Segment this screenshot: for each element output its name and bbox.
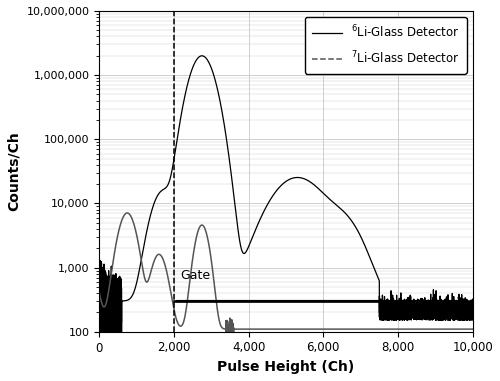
$^{6}$Li-Glass Detector <box>470 301 476 306</box>
$^{6}$Li-Glass Detector <box>96 330 102 334</box>
X-axis label: Pulse Height (Ch): Pulse Height (Ch) <box>218 360 354 374</box>
$^{6}$Li-Glass Detector <box>373 271 379 276</box>
$^{7}$Li-Glass Detector <box>470 327 476 331</box>
$^{7}$Li-Glass Detector <box>232 327 237 331</box>
Line: $^{6}$Li-Glass Detector: $^{6}$Li-Glass Detector <box>99 56 472 332</box>
$^{7}$Li-Glass Detector <box>224 330 230 334</box>
$^{7}$Li-Glass Detector <box>373 327 379 331</box>
$^{7}$Li-Glass Detector <box>393 327 399 331</box>
$^{6}$Li-Glass Detector <box>317 188 323 193</box>
Y-axis label: Counts/Ch: Counts/Ch <box>7 131 21 211</box>
$^{7}$Li-Glass Detector <box>96 290 102 295</box>
$^{6}$Li-Glass Detector <box>232 199 237 203</box>
$^{6}$Li-Glass Detector <box>115 312 121 317</box>
$^{7}$Li-Glass Detector <box>318 327 324 331</box>
$^{7}$Li-Glass Detector <box>115 232 121 237</box>
$^{6}$Li-Glass Detector <box>393 315 399 320</box>
Legend: $^{6}$Li-Glass Detector, $^{7}$Li-Glass Detector: $^{6}$Li-Glass Detector, $^{7}$Li-Glass … <box>305 17 467 74</box>
$^{6}$Li-Glass Detector <box>334 203 340 207</box>
$^{7}$Li-Glass Detector <box>334 327 340 331</box>
Line: $^{7}$Li-Glass Detector: $^{7}$Li-Glass Detector <box>99 213 472 332</box>
$^{7}$Li-Glass Detector <box>124 211 130 215</box>
Text: Gate: Gate <box>180 269 211 282</box>
$^{6}$Li-Glass Detector <box>199 53 205 58</box>
